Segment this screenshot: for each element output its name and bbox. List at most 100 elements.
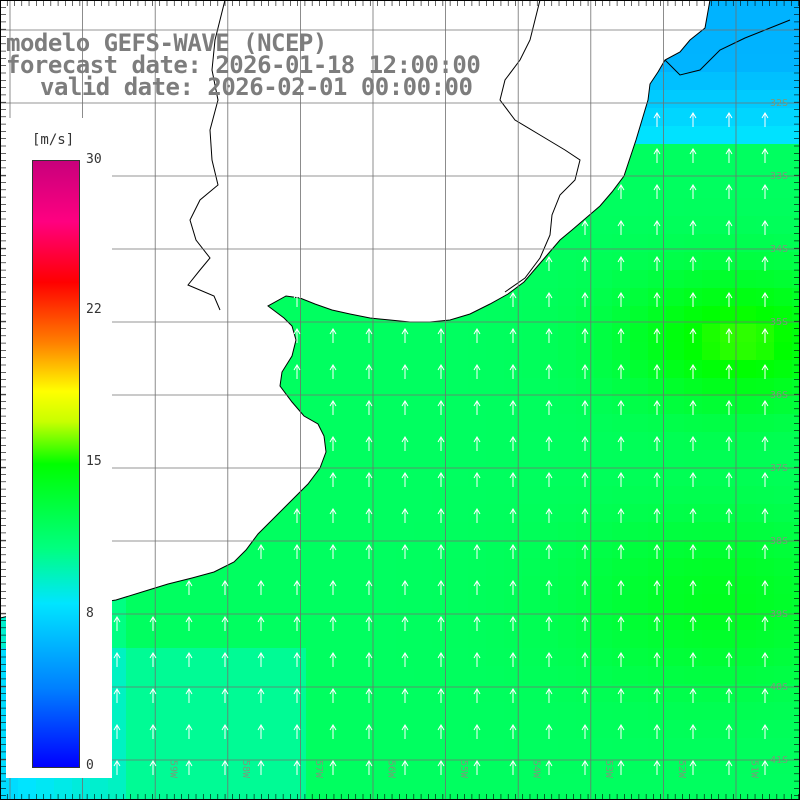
wind-speed-cell bbox=[198, 684, 216, 702]
wind-speed-cell bbox=[162, 630, 180, 648]
wind-speed-cell bbox=[360, 792, 378, 800]
wind-speed-cell bbox=[288, 774, 306, 792]
wind-speed-cell bbox=[414, 324, 432, 342]
wind-speed-cell bbox=[666, 180, 684, 198]
wind-speed-cell bbox=[648, 342, 666, 360]
wind-speed-cell bbox=[738, 504, 756, 522]
wind-speed-cell bbox=[792, 288, 800, 306]
wind-speed-cell bbox=[720, 594, 738, 612]
wind-speed-cell bbox=[630, 306, 648, 324]
wind-speed-cell bbox=[720, 558, 738, 576]
wind-speed-cell bbox=[396, 630, 414, 648]
wind-arrow bbox=[545, 328, 553, 343]
wind-speed-cell bbox=[270, 666, 288, 684]
wind-speed-cell bbox=[360, 666, 378, 684]
wind-speed-cell bbox=[378, 576, 396, 594]
wind-speed-cell bbox=[522, 486, 540, 504]
lon-label: 57W bbox=[313, 760, 324, 779]
wind-speed-cell bbox=[288, 738, 306, 756]
wind-arrow bbox=[617, 472, 625, 487]
wind-arrow bbox=[581, 616, 589, 631]
wind-arrow bbox=[689, 328, 697, 343]
wind-speed-cell bbox=[630, 648, 648, 666]
wind-speed-cell bbox=[792, 216, 800, 234]
wind-speed-cell bbox=[432, 630, 450, 648]
wind-arrow bbox=[401, 580, 409, 595]
wind-speed-cell bbox=[342, 432, 360, 450]
wind-speed-cell bbox=[738, 216, 756, 234]
wind-speed-cell bbox=[378, 630, 396, 648]
wind-speed-cell bbox=[630, 522, 648, 540]
wind-arrow bbox=[545, 472, 553, 487]
wind-arrow bbox=[509, 652, 517, 667]
wind-speed-cell bbox=[666, 270, 684, 288]
wind-speed-cell bbox=[684, 342, 702, 360]
wind-speed-cell bbox=[432, 522, 450, 540]
wind-speed-cell bbox=[504, 522, 522, 540]
wind-speed-cell bbox=[594, 324, 612, 342]
wind-speed-cell bbox=[792, 180, 800, 198]
wind-speed-cell bbox=[144, 702, 162, 720]
wind-speed-cell bbox=[702, 360, 720, 378]
wind-speed-cell bbox=[630, 198, 648, 216]
wind-speed-cell bbox=[738, 162, 756, 180]
wind-speed-cell bbox=[792, 486, 800, 504]
wind-speed-cell bbox=[702, 630, 720, 648]
wind-speed-cell bbox=[558, 324, 576, 342]
wind-speed-cell bbox=[36, 792, 54, 800]
wind-arrow bbox=[761, 616, 769, 631]
wind-arrow bbox=[725, 616, 733, 631]
wind-arrow bbox=[365, 364, 373, 379]
wind-speed-cell bbox=[594, 666, 612, 684]
wind-speed-cell bbox=[468, 450, 486, 468]
wind-speed-cell bbox=[126, 648, 144, 666]
wind-speed-cell bbox=[684, 198, 702, 216]
wind-speed-cell bbox=[594, 738, 612, 756]
wind-arrow bbox=[581, 328, 589, 343]
wind-speed-cell bbox=[522, 396, 540, 414]
wind-speed-cell bbox=[378, 720, 396, 738]
wind-arrow bbox=[689, 544, 697, 559]
wind-speed-cell bbox=[198, 756, 216, 774]
wind-arrow bbox=[653, 472, 661, 487]
wind-speed-cell bbox=[360, 450, 378, 468]
wind-speed-cell bbox=[666, 324, 684, 342]
wind-speed-cell bbox=[756, 414, 774, 432]
wind-arrow bbox=[149, 724, 157, 739]
wind-arrow bbox=[509, 580, 517, 595]
wind-speed-cell bbox=[630, 756, 648, 774]
wind-speed-cell bbox=[738, 774, 756, 792]
wind-speed-cell bbox=[216, 594, 234, 612]
wind-arrow bbox=[401, 400, 409, 415]
wind-speed-cell bbox=[108, 702, 126, 720]
wind-speed-cell bbox=[666, 306, 684, 324]
wind-speed-cell bbox=[738, 594, 756, 612]
wind-speed-cell bbox=[396, 558, 414, 576]
wind-arrow bbox=[437, 472, 445, 487]
wind-arrow bbox=[437, 580, 445, 595]
wind-speed-cell bbox=[702, 342, 720, 360]
wind-speed-cell bbox=[432, 450, 450, 468]
wind-speed-cell bbox=[0, 774, 18, 792]
wind-speed-cell bbox=[342, 612, 360, 630]
wind-speed-cell bbox=[450, 792, 468, 800]
wind-speed-cell bbox=[792, 504, 800, 522]
wind-arrow bbox=[617, 724, 625, 739]
wind-speed-cell bbox=[450, 414, 468, 432]
wind-speed-cell bbox=[270, 612, 288, 630]
wind-speed-cell bbox=[630, 414, 648, 432]
wind-speed-cell bbox=[774, 738, 792, 756]
wind-speed-cell bbox=[684, 126, 702, 144]
wind-speed-cell bbox=[234, 720, 252, 738]
wind-speed-cell bbox=[612, 558, 630, 576]
wind-speed-cell bbox=[774, 360, 792, 378]
wind-speed-cell bbox=[630, 252, 648, 270]
wind-speed-cell bbox=[450, 468, 468, 486]
wind-speed-cell bbox=[396, 486, 414, 504]
wind-arrow bbox=[221, 760, 229, 775]
wind-arrow bbox=[581, 580, 589, 595]
wind-speed-cell bbox=[72, 792, 90, 800]
wind-speed-cell bbox=[288, 378, 306, 396]
wind-speed-cell bbox=[522, 702, 540, 720]
wind-speed-cell bbox=[180, 774, 198, 792]
